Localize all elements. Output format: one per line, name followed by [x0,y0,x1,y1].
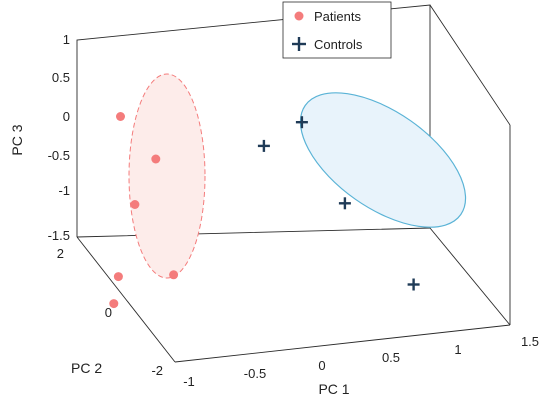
legend-patients-marker [294,11,304,21]
legend-controls-label: Controls [314,37,363,52]
floor-left-edge [76,236,176,363]
back-right-vertical [429,4,511,126]
patient-point [109,299,119,309]
patient-point [113,272,123,282]
x-tick-label: -0.5 [244,366,266,381]
x-axis: -1 -0.5 0 0.5 1 1.5 PC 1 [183,334,539,397]
controls-cluster-region [299,92,467,228]
z-axis: -1.5 -1 -0.5 0 0.5 1 PC 3 [9,32,70,243]
z-tick-label: -0.5 [48,148,70,163]
control-point [257,139,270,152]
legend: Patients Controls [282,1,392,59]
x-tick-label: 0.5 [382,350,400,365]
control-point [407,278,420,291]
z-tick-label: 0.5 [52,70,70,85]
patient-point [116,112,125,121]
y-tick-label: 0 [105,305,112,320]
floor-right-edge [429,227,511,326]
y-tick-label: 2 [57,246,64,261]
x-tick-label: 1.5 [521,334,539,349]
z-tick-label: -1.5 [48,228,70,243]
control-point [295,116,308,129]
y-axis: 2 0 -2 PC 2 [57,246,163,378]
legend-controls-marker [292,37,306,51]
y-axis-label: PC 2 [71,360,102,376]
patient-point [169,270,179,280]
floor-front-edge [174,324,511,363]
control-point [338,197,351,210]
legend-box [282,1,392,59]
y-tick-label: -2 [151,363,163,378]
z-tick-label: 1 [63,32,70,47]
data-points [109,112,420,309]
x-axis-label: PC 1 [318,381,349,397]
x-tick-label: -1 [183,374,195,389]
x-tick-label: 1 [454,342,461,357]
axes-box [76,4,511,363]
z-tick-label: 0 [63,109,70,124]
legend-patients-label: Patients [314,9,361,24]
z-tick-label: -1 [58,183,70,198]
x-tick-label: 0 [318,358,325,373]
patient-point [151,154,161,164]
patient-point [130,200,140,209]
patients-cluster-region [128,73,206,279]
z-axis-label: PC 3 [9,124,25,155]
